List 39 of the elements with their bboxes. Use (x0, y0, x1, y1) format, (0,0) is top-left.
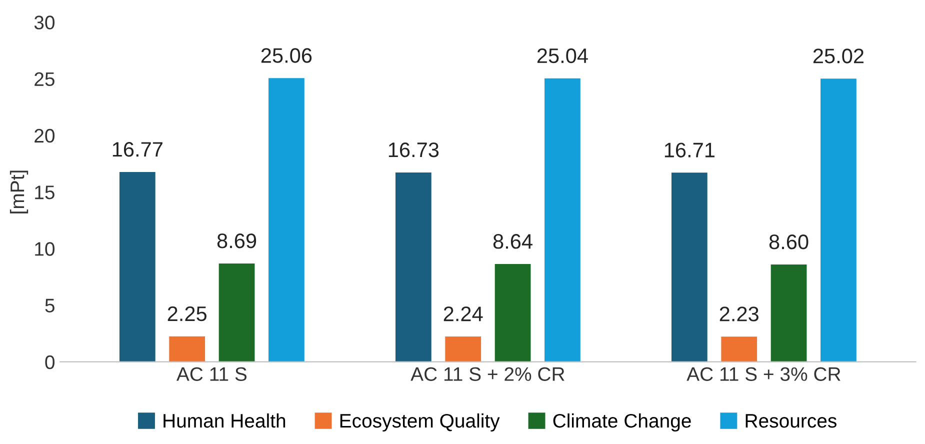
data-label: 25.04 (537, 48, 588, 64)
x-tick-label: AC 11 S + 2% CR (410, 367, 564, 382)
data-label: 2.25 (168, 306, 206, 322)
bar (721, 336, 758, 362)
data-label: 2.24 (444, 306, 483, 322)
y-tick-label: 25 (34, 72, 54, 86)
bar (494, 264, 531, 362)
y-tick-label: 5 (45, 298, 54, 312)
bar (770, 264, 807, 362)
data-label: 8.64 (493, 234, 532, 249)
legend-label: Climate Change (553, 413, 691, 432)
y-tick-label: 10 (35, 242, 55, 256)
data-label: 2.23 (720, 306, 758, 322)
y-tick-label: 30 (34, 16, 55, 30)
data-label: 8.60 (769, 234, 808, 250)
bar (445, 336, 482, 362)
bar (544, 78, 580, 362)
bar (119, 172, 156, 362)
y-tick-label: 0 (45, 355, 55, 370)
data-label: 16.71 (664, 142, 714, 158)
bar (169, 336, 206, 362)
bar (395, 172, 432, 362)
legend-label: Human Health (164, 413, 286, 428)
y-axis-title: [mPt] (10, 170, 28, 214)
bar (820, 78, 856, 362)
data-label: 16.73 (388, 142, 439, 158)
legend-label: Resources (746, 414, 836, 428)
x-tick-label: AC 11 S + 3% CR (686, 367, 840, 382)
bar (671, 172, 708, 362)
y-tick-label: 20 (34, 128, 55, 143)
bar (268, 78, 304, 362)
bar (218, 263, 255, 362)
data-label: 16.77 (112, 142, 162, 157)
x-tick-label: AC 11 S (176, 367, 247, 382)
data-label: 25.02 (813, 48, 864, 64)
data-label: 25.06 (261, 48, 312, 63)
data-label: 8.69 (217, 233, 256, 248)
legend-label: Ecosystem Quality (340, 413, 500, 432)
y-tick-label: 15 (35, 186, 54, 200)
